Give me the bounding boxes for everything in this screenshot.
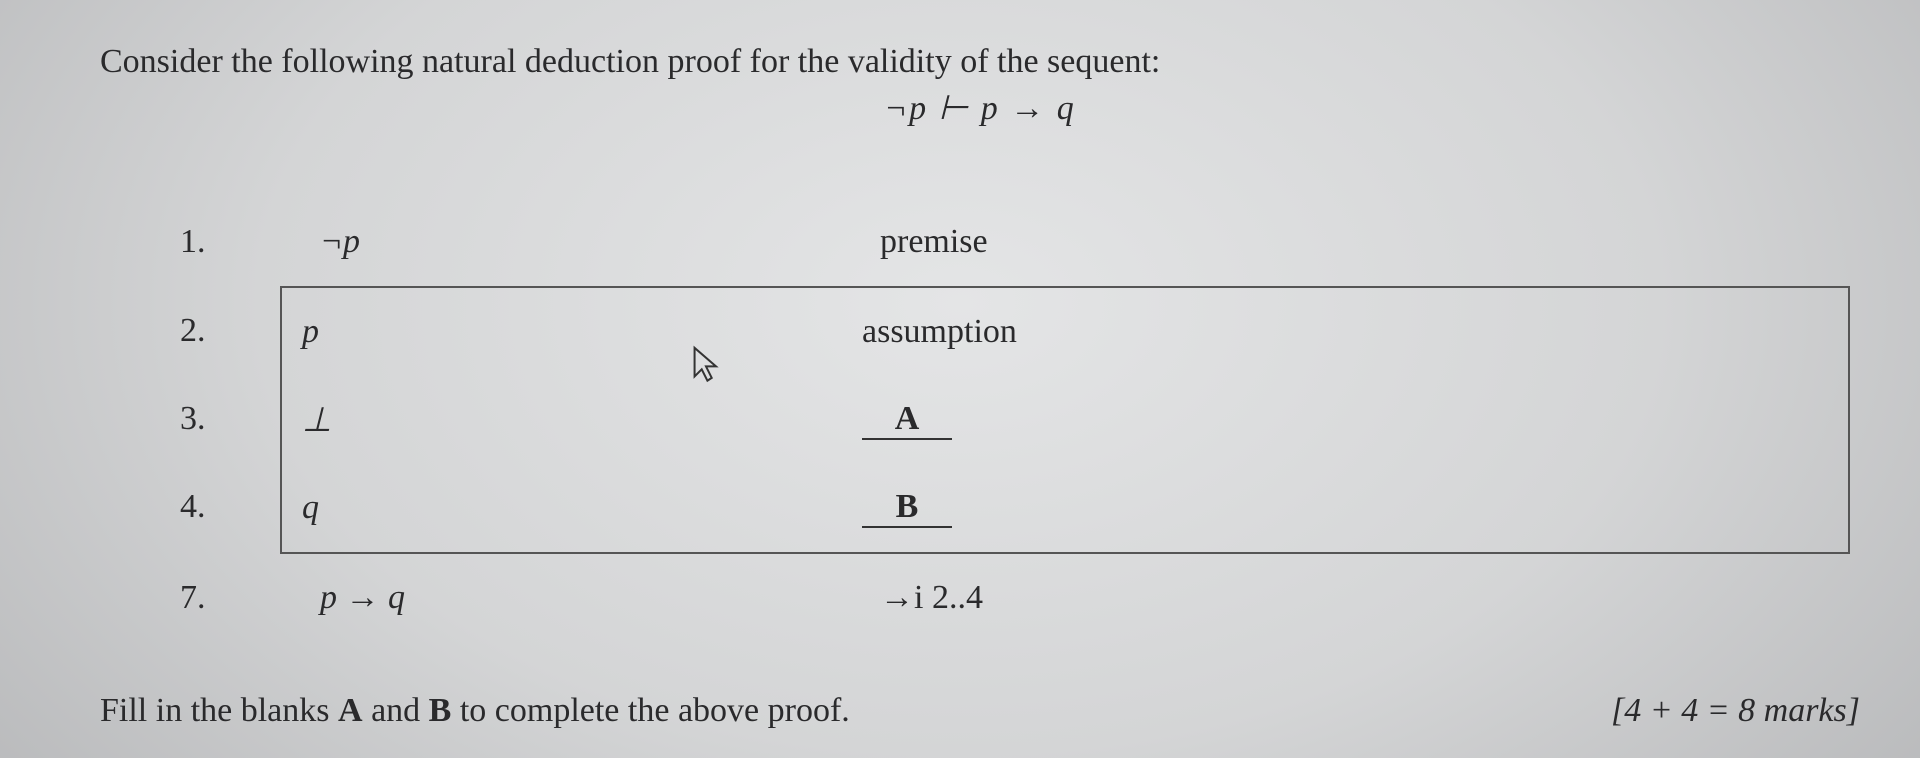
proof-line-number: 7.	[180, 579, 300, 617]
blank-a: A	[862, 400, 952, 440]
proof-formula: p	[302, 313, 862, 351]
proof-row: 7. p → q →i 2..4	[180, 554, 1860, 642]
proof-formula: q	[302, 489, 862, 527]
proof-row: ⊥ A	[282, 376, 1848, 464]
marks: [4 + 4 = 8 marks]	[1611, 692, 1860, 730]
proof-line-number: 4.	[180, 488, 300, 526]
footer: Fill in the blanks A and B to complete t…	[100, 692, 1860, 730]
question-content: Consider the following natural deduction…	[100, 40, 1860, 730]
proof-justification-blank: B	[862, 488, 1848, 528]
sequent: ¬p ⊢ p → q	[100, 88, 1860, 128]
proof-row: 1. ¬p premise	[180, 198, 1860, 286]
intro-text: Consider the following natural deduction…	[100, 40, 1860, 84]
proof-formula: ⊥	[302, 400, 862, 440]
proof-justification: assumption	[862, 313, 1848, 351]
assumption-box: p assumption ⊥ A q B	[280, 286, 1850, 554]
proof-justification: premise	[880, 223, 1860, 261]
blank-b: B	[862, 488, 952, 528]
fill-instruction: Fill in the blanks A and B to complete t…	[100, 692, 850, 730]
proof-formula: ¬p	[300, 223, 880, 261]
proof-line-number: 3.	[180, 400, 300, 438]
proof-formula: p → q	[300, 579, 880, 617]
proof-justification: →i 2..4	[880, 579, 1860, 617]
proof-line-number: 2.	[180, 312, 300, 350]
proof-line-number: 1.	[180, 223, 300, 261]
proof-row: p assumption	[282, 288, 1848, 376]
proof-block: 1. ¬p premise 2. 3. 4. p assumption ⊥	[180, 198, 1860, 642]
proof-row: q B	[282, 464, 1848, 552]
proof-justification-blank: A	[862, 400, 1848, 440]
question-page: Consider the following natural deduction…	[0, 0, 1920, 758]
